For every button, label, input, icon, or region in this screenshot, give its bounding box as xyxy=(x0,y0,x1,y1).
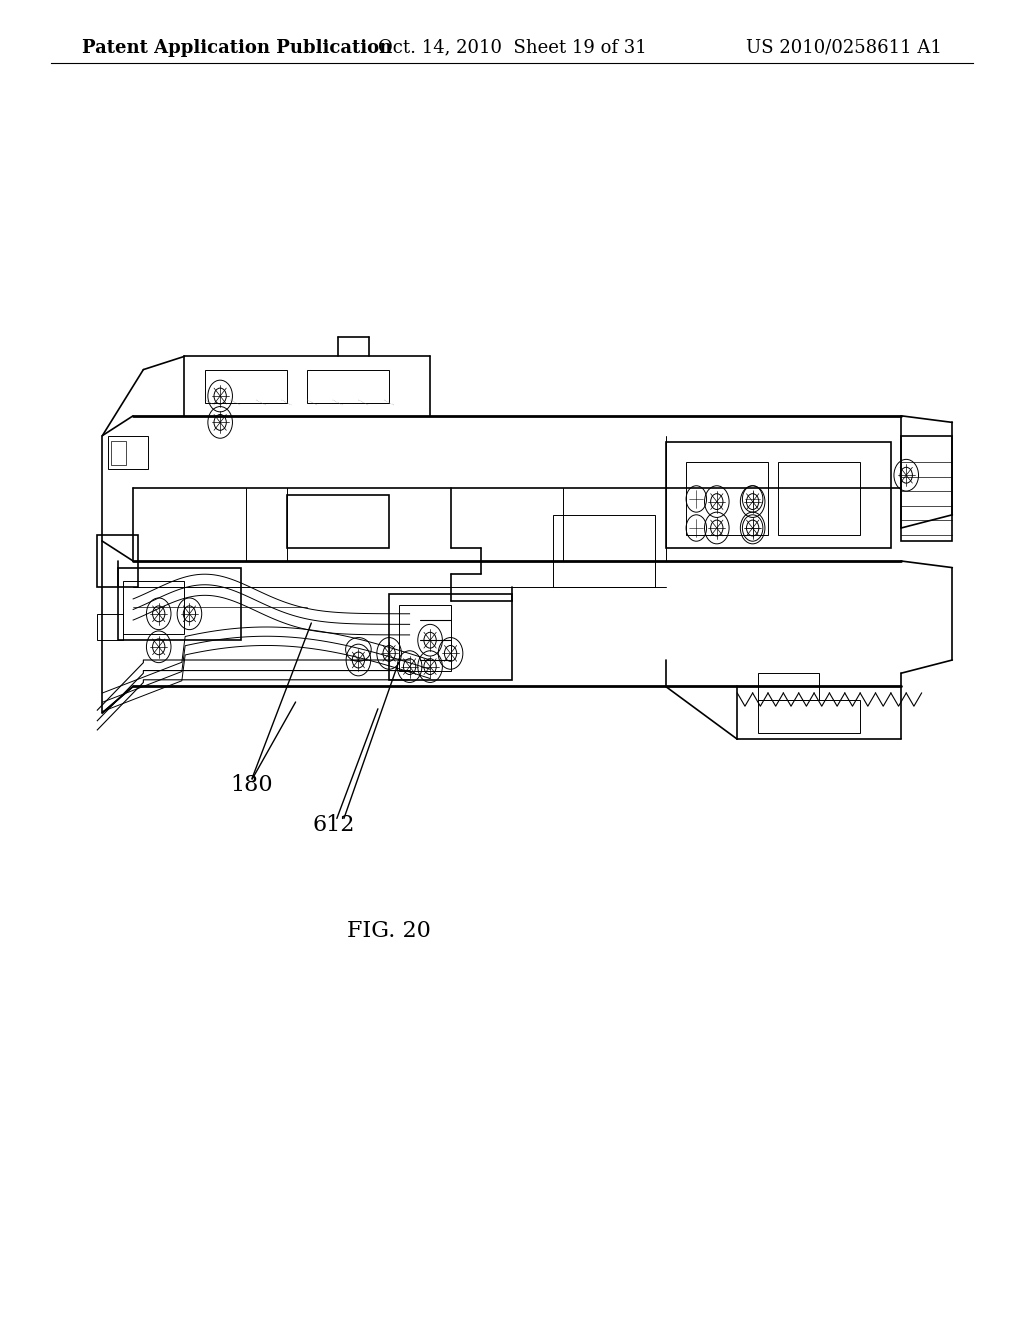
Text: 180: 180 xyxy=(230,775,273,796)
Text: Patent Application Publication: Patent Application Publication xyxy=(82,38,392,57)
Bar xyxy=(97,535,138,587)
Bar xyxy=(205,370,287,403)
Bar xyxy=(399,605,451,671)
Bar xyxy=(389,594,512,680)
Bar xyxy=(97,614,123,640)
Bar xyxy=(118,568,241,640)
Text: US 2010/0258611 A1: US 2010/0258611 A1 xyxy=(746,38,942,57)
Bar xyxy=(307,370,389,403)
Text: 612: 612 xyxy=(312,814,354,836)
Bar xyxy=(758,673,819,700)
Bar xyxy=(758,700,860,733)
Bar xyxy=(553,515,655,587)
Bar xyxy=(666,442,891,548)
Bar xyxy=(686,462,768,535)
Bar xyxy=(287,495,389,548)
Text: Oct. 14, 2010  Sheet 19 of 31: Oct. 14, 2010 Sheet 19 of 31 xyxy=(378,38,646,57)
Bar xyxy=(123,581,184,634)
Bar xyxy=(108,436,148,469)
Text: FIG. 20: FIG. 20 xyxy=(347,920,431,941)
Bar xyxy=(901,436,952,541)
Bar xyxy=(111,441,126,465)
Bar xyxy=(778,462,860,535)
